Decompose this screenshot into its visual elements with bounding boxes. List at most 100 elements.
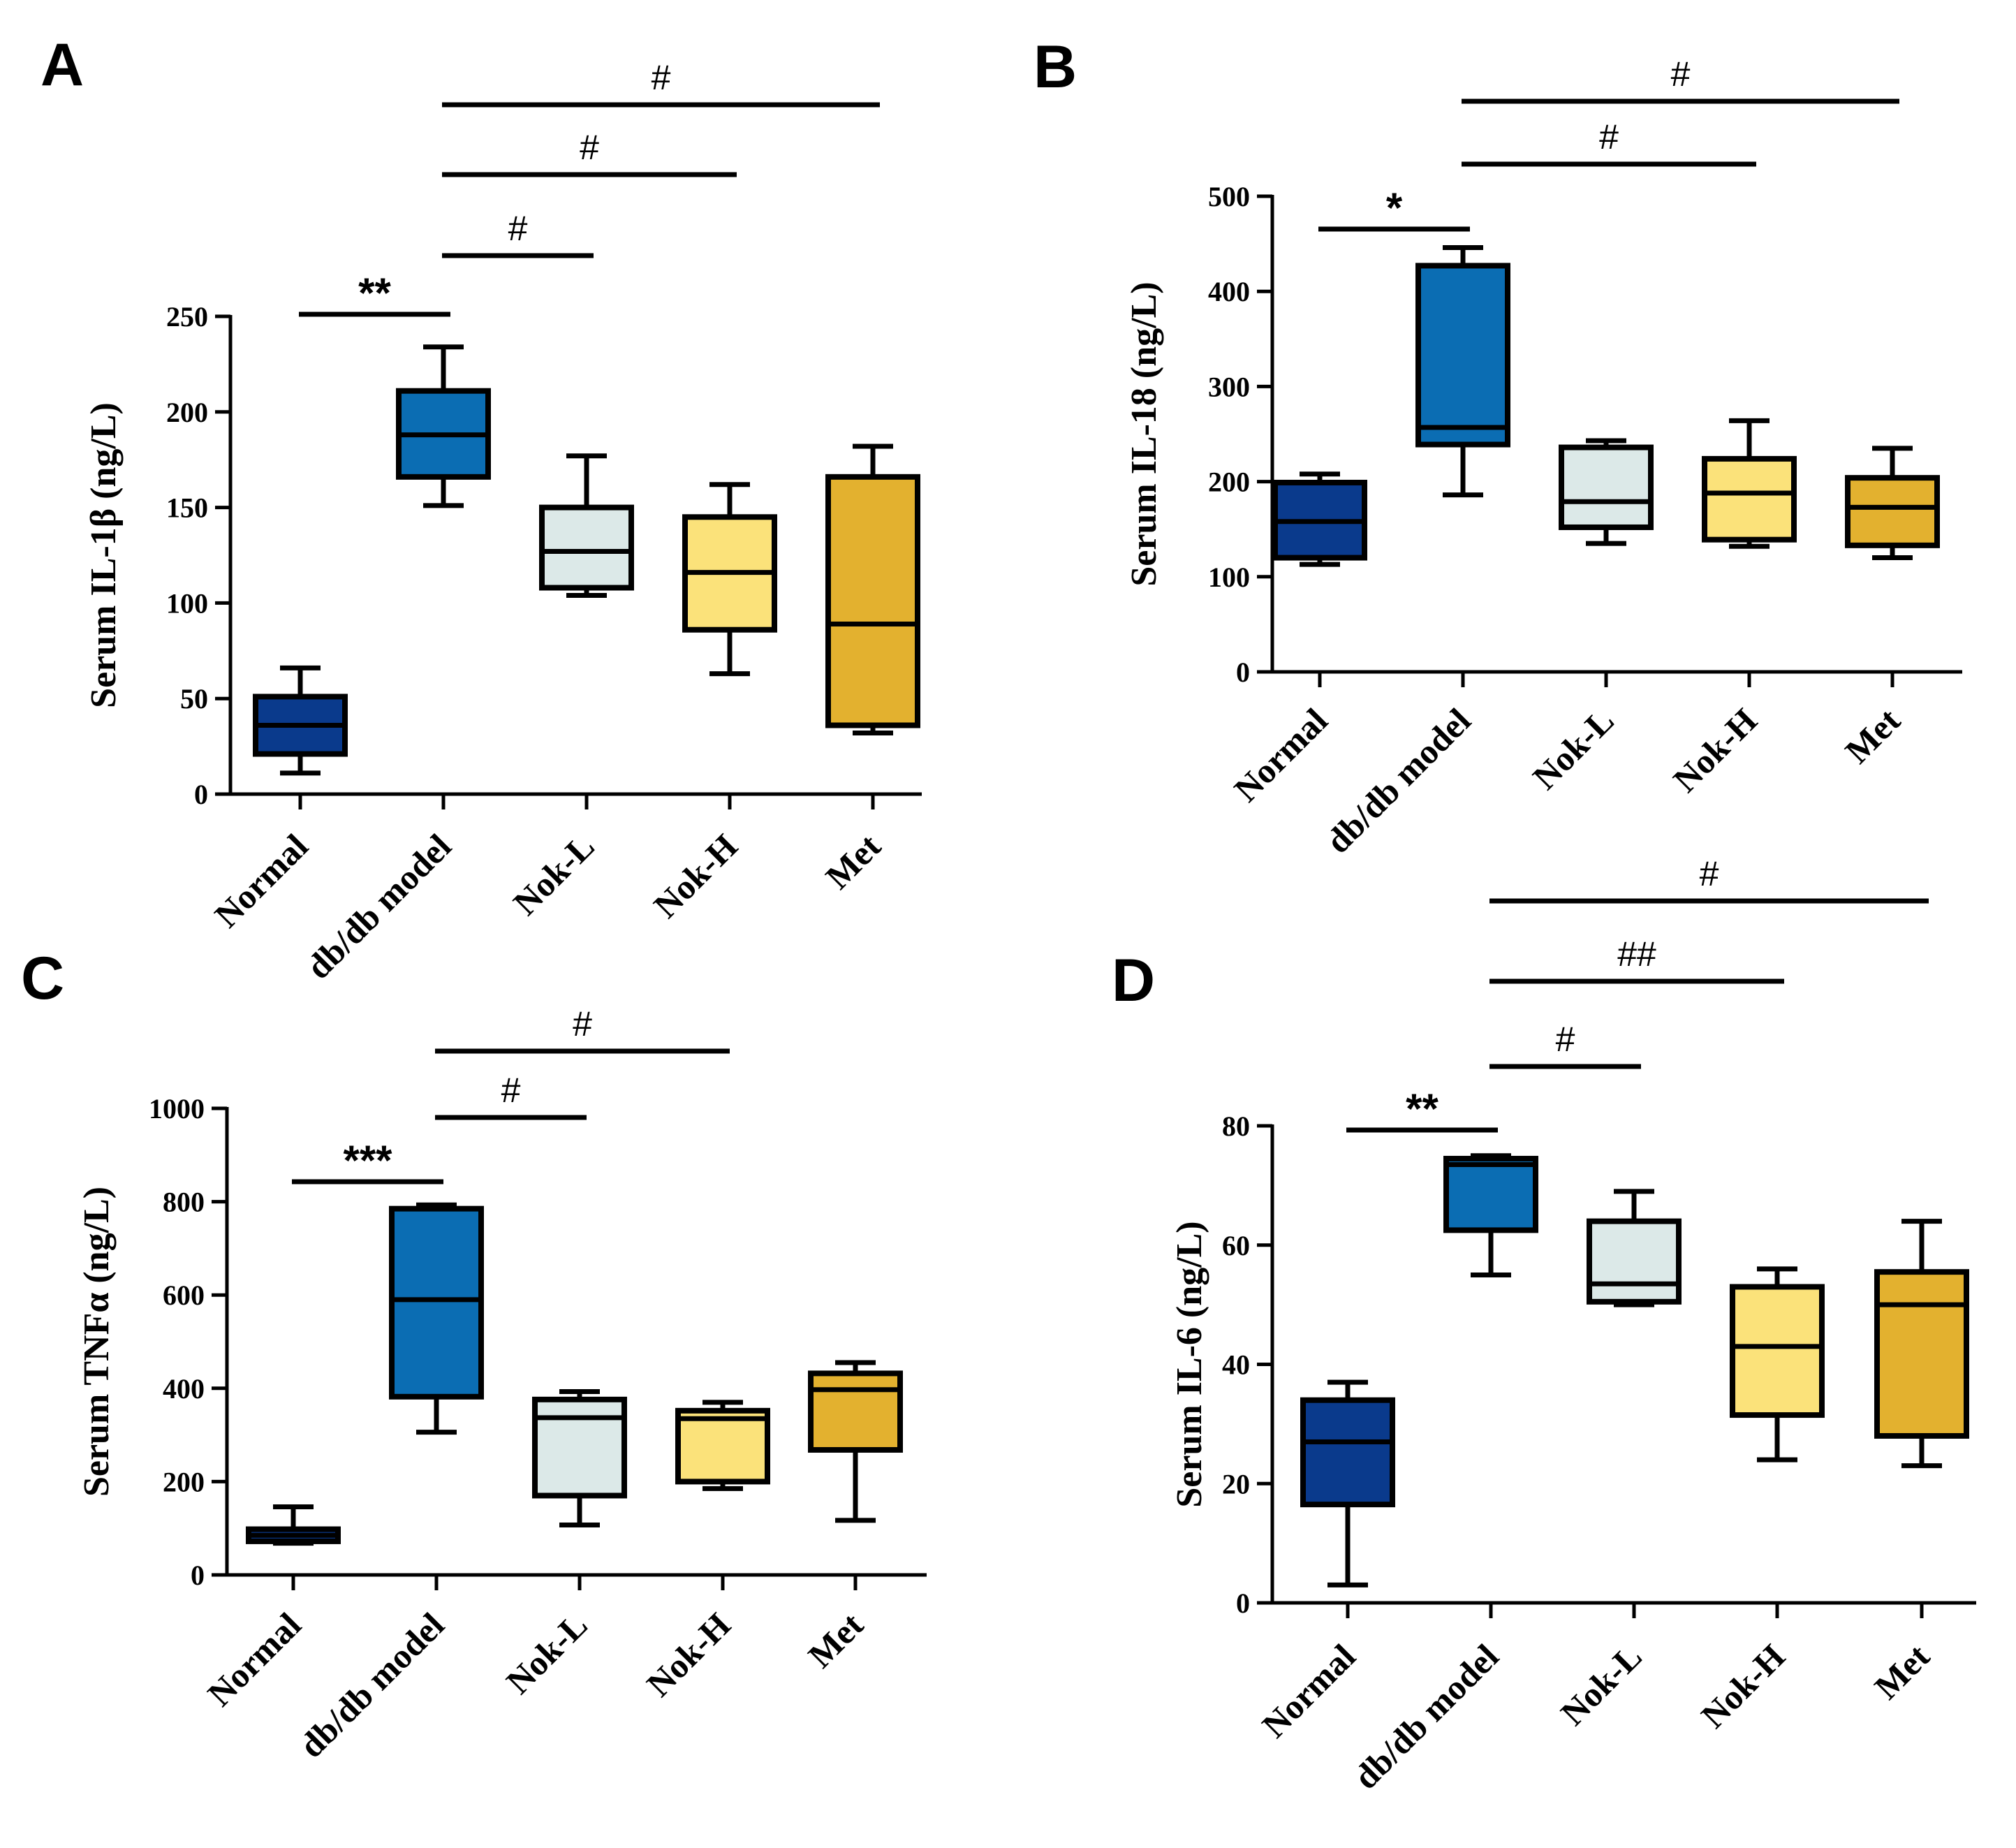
significance-db-db-model-vs-nok-l: # bbox=[435, 1071, 587, 1120]
significance-label: # bbox=[501, 1071, 521, 1110]
box-body bbox=[1845, 475, 1940, 548]
box-met bbox=[1874, 1219, 1969, 1469]
x-tick-label-met: Met bbox=[1867, 1636, 1937, 1707]
box-db-db-model bbox=[396, 344, 491, 508]
panel-letter: D bbox=[1112, 947, 1155, 1014]
box-body bbox=[1559, 444, 1654, 530]
y-axis-title: Serum IL-18 (ng/L) bbox=[1124, 281, 1164, 586]
x-tick-label-db-db-model: db/db model bbox=[1318, 701, 1478, 860]
box-body bbox=[1300, 1397, 1395, 1508]
significance-db-db-model-vs-nok-h: ## bbox=[1489, 934, 1784, 984]
x-tick-label-db-db-model: db/db model bbox=[1346, 1636, 1506, 1796]
x-tick-label-nok-l: Nok-L bbox=[499, 1605, 595, 1701]
box-normal bbox=[253, 665, 348, 776]
box-normal bbox=[246, 1504, 341, 1546]
x-tick-label-met: Met bbox=[818, 826, 888, 897]
significance-label: ## bbox=[1617, 934, 1656, 974]
x-tick-label-met: Met bbox=[800, 1605, 871, 1675]
box-nok-l bbox=[1587, 1189, 1682, 1307]
y-tick-label: 1000 bbox=[149, 1093, 205, 1124]
significance-db-db-model-vs-met: # bbox=[1489, 854, 1929, 904]
significance-label: # bbox=[580, 128, 599, 167]
x-tick-label-nok-l: Nok-L bbox=[1553, 1636, 1649, 1733]
significance-db-db-model-vs-nok-h: # bbox=[435, 1004, 730, 1054]
y-tick-label: 100 bbox=[166, 587, 208, 619]
box-nok-l bbox=[532, 1388, 627, 1528]
y-tick-label: 400 bbox=[163, 1373, 205, 1405]
significance-db-db-model-vs-met: # bbox=[1462, 54, 1899, 104]
x-tick-label-nok-h: Nok-H bbox=[639, 1605, 738, 1704]
x-tick-label-normal: Normal bbox=[200, 1605, 309, 1714]
box-db-db-model bbox=[1415, 245, 1510, 498]
significance-label: # bbox=[1599, 117, 1619, 156]
y-tick-label: 100 bbox=[1208, 562, 1250, 593]
y-tick-label: 40 bbox=[1222, 1349, 1250, 1381]
y-tick-label: 60 bbox=[1222, 1230, 1250, 1261]
box-body bbox=[1443, 1155, 1538, 1233]
y-tick-label: 0 bbox=[191, 1560, 205, 1591]
x-tick-label-nok-l: Nok-L bbox=[506, 826, 602, 923]
panel-letter: A bbox=[41, 31, 84, 98]
significance-label: # bbox=[573, 1004, 592, 1043]
x-tick-label-normal: Normal bbox=[1226, 701, 1335, 809]
significance-normal-vs-db-db-model: * bbox=[1318, 184, 1470, 232]
y-tick-label: 0 bbox=[1236, 1587, 1250, 1619]
x-tick-label-nok-h: Nok-H bbox=[646, 826, 745, 925]
box-met bbox=[808, 1360, 903, 1523]
x-tick-label-db-db-model: db/db model bbox=[299, 826, 459, 986]
box-db-db-model bbox=[389, 1202, 484, 1435]
box-nok-l bbox=[1559, 438, 1654, 546]
significance-label: ** bbox=[1406, 1085, 1439, 1132]
y-axis-title: Serum TNFα (ng/L) bbox=[77, 1187, 117, 1497]
box-body bbox=[539, 504, 634, 591]
box-nok-h bbox=[1730, 1266, 1825, 1462]
significance-db-db-model-vs-nok-l: # bbox=[442, 209, 594, 258]
y-tick-label: 80 bbox=[1222, 1110, 1250, 1142]
box-body bbox=[1587, 1218, 1682, 1305]
box-body bbox=[1874, 1269, 1969, 1439]
y-tick-label: 0 bbox=[1236, 657, 1250, 688]
box-nok-h bbox=[675, 1400, 770, 1491]
y-tick-label: 200 bbox=[163, 1466, 205, 1497]
x-tick-label-nok-h: Nok-H bbox=[1665, 701, 1765, 800]
significance-label: # bbox=[1700, 854, 1719, 893]
y-tick-label: 500 bbox=[1208, 181, 1250, 212]
significance-label: # bbox=[508, 209, 528, 248]
y-tick-label: 0 bbox=[194, 779, 208, 810]
box-body bbox=[1702, 455, 1797, 543]
y-tick-label: 200 bbox=[1208, 467, 1250, 498]
box-body bbox=[1730, 1284, 1825, 1418]
significance-label: ** bbox=[358, 270, 391, 316]
y-tick-label: 250 bbox=[166, 301, 208, 332]
box-body bbox=[532, 1396, 627, 1499]
box-nok-h bbox=[682, 482, 777, 677]
box-normal bbox=[1300, 1379, 1395, 1587]
x-tick-label-nok-l: Nok-L bbox=[1525, 701, 1621, 797]
box-met bbox=[825, 443, 920, 735]
x-tick-label-db-db-model: db/db model bbox=[292, 1605, 452, 1765]
x-tick-label-normal: Normal bbox=[1254, 1636, 1363, 1745]
y-tick-label: 800 bbox=[163, 1187, 205, 1218]
significance-db-db-model-vs-met: # bbox=[442, 58, 880, 108]
y-tick-label: 300 bbox=[1208, 371, 1250, 402]
box-body bbox=[675, 1407, 770, 1485]
box-db-db-model bbox=[1443, 1153, 1538, 1277]
box-nok-h bbox=[1702, 418, 1797, 549]
significance-label: # bbox=[652, 58, 671, 97]
significance-normal-vs-db-db-model: ** bbox=[1346, 1085, 1498, 1133]
box-nok-l bbox=[539, 453, 634, 598]
significance-db-db-model-vs-nok-h: # bbox=[442, 128, 737, 177]
y-tick-label: 600 bbox=[163, 1279, 205, 1311]
box-met bbox=[1845, 446, 1940, 561]
y-tick-label: 50 bbox=[180, 683, 208, 714]
significance-normal-vs-db-db-model: ** bbox=[299, 270, 450, 317]
x-tick-label-met: Met bbox=[1837, 701, 1908, 771]
box-body bbox=[808, 1370, 903, 1453]
significance-label: # bbox=[1556, 1020, 1575, 1059]
box-body bbox=[1415, 263, 1510, 448]
